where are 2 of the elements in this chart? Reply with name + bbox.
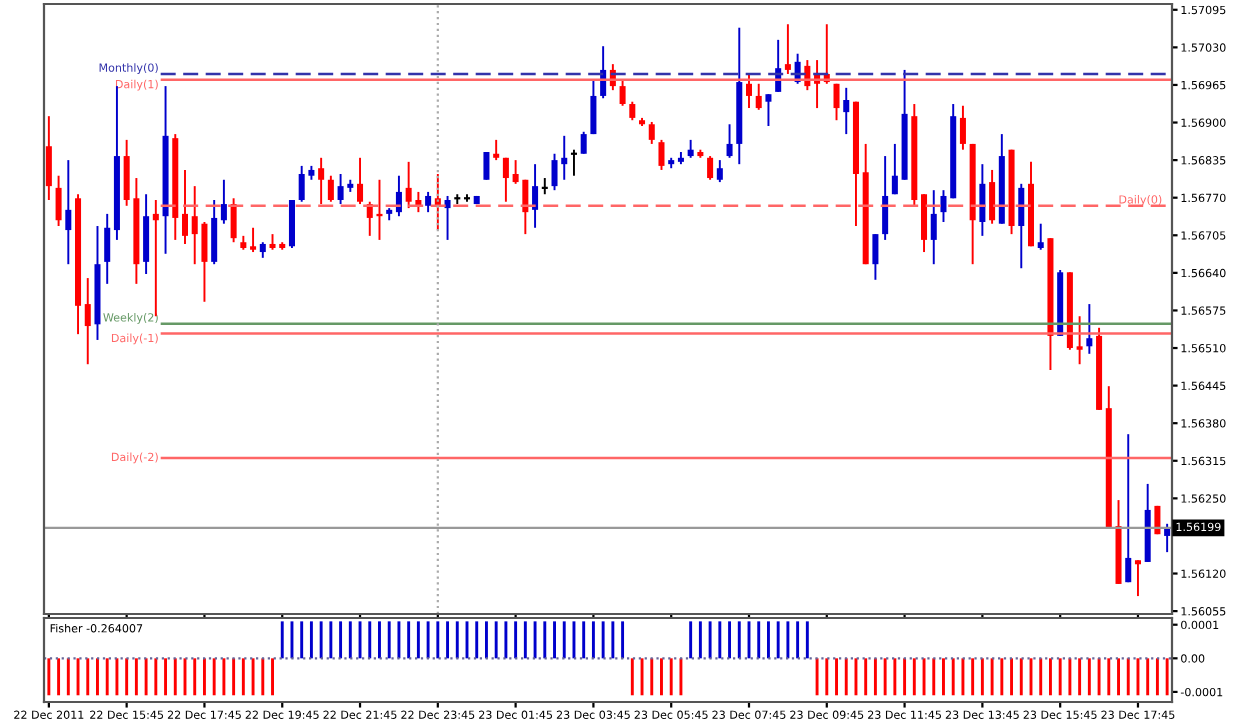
candlestick (540, 177, 549, 196)
candlestick (569, 148, 579, 177)
